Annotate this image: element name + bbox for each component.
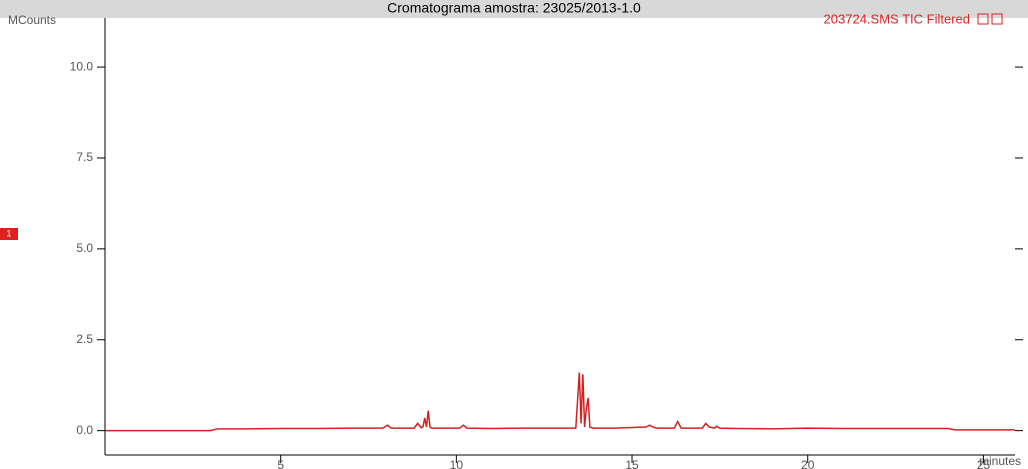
y-tick-label: 7.5 [76, 150, 93, 164]
title-bar [0, 0, 1028, 18]
x-tick-label: 10 [450, 458, 464, 469]
chart-title: Cromatograma amostra: 23025/2013-1.0 [387, 0, 641, 16]
data-line [105, 372, 1015, 432]
x-tick-label: 5 [277, 458, 284, 469]
legend-text: 203724.SMS TIC Filtered [824, 11, 970, 26]
x-tick-label: 25 [977, 458, 991, 469]
x-tick-label: 20 [801, 458, 815, 469]
icon[interactable] [991, 13, 1003, 25]
marker-label: 1 [6, 228, 11, 238]
marker-box [0, 228, 18, 240]
y-tick-label: 5.0 [76, 241, 93, 255]
y-tick-label: 10.0 [70, 59, 94, 73]
y-tick-label: 0.0 [76, 423, 93, 437]
y-axis-label: MCounts [8, 13, 56, 27]
y-tick-label: 2.5 [76, 332, 93, 346]
x-axis-label: minutes [979, 454, 1021, 468]
x-tick-label: 15 [625, 458, 639, 469]
icon[interactable] [977, 13, 989, 25]
